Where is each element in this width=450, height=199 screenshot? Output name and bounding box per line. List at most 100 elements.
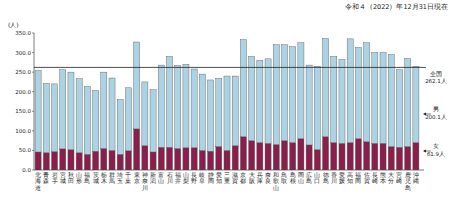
x-tick-label: 鳥取 — [280, 172, 287, 184]
x-tick-label: 熊本 — [380, 172, 386, 184]
x-tick-label: 宮崎 — [396, 171, 402, 184]
y-tick-label: 0.0 — [22, 167, 31, 173]
x-tick-label: 福井 — [175, 172, 181, 184]
bar-segment — [84, 154, 90, 170]
bar-segment — [290, 143, 296, 170]
bar-segment — [117, 154, 123, 170]
x-tick-label: 長崎 — [372, 172, 378, 184]
bar-segment — [216, 78, 222, 146]
bar-segment — [405, 58, 411, 146]
series-label: 女 — [433, 143, 439, 149]
bar-segment — [339, 143, 345, 170]
x-tick-label: 山口 — [314, 172, 320, 184]
x-tick-label: 福島 — [84, 172, 90, 184]
bar-segment — [372, 143, 378, 170]
bar-segment — [224, 76, 230, 150]
bar-segment — [125, 151, 131, 170]
bar-segment — [76, 153, 82, 170]
bar-segment — [175, 65, 181, 148]
x-tick-label: 福岡 — [355, 172, 361, 184]
x-tick-label: 石川 — [167, 172, 173, 184]
bar-segment — [306, 65, 312, 145]
bar-segment — [413, 143, 419, 170]
bar-segment — [101, 148, 107, 170]
x-tick-label: 大分 — [388, 172, 394, 184]
bar-segment — [117, 100, 123, 155]
bar-segment — [364, 43, 370, 142]
bar-segment — [405, 147, 411, 170]
x-tick-label: 香川 — [331, 172, 337, 184]
bar-segment — [109, 150, 115, 170]
series-mean: 200.1人 — [425, 114, 447, 120]
x-tick-label: 高知 — [347, 171, 353, 184]
y-tick-label: 300.0 — [15, 50, 31, 56]
y-tick-label: 100.0 — [15, 128, 31, 134]
bar-segment — [51, 84, 57, 152]
bar-segment — [265, 59, 271, 144]
bar-segment — [142, 146, 148, 170]
bar-segment — [51, 152, 57, 170]
bar-segment — [396, 70, 402, 148]
x-tick-label: 沖縄 — [412, 172, 419, 184]
bar-segment — [388, 147, 394, 170]
bar-segment — [216, 147, 222, 170]
chart: 令和４（2022）年12月31日現在(人)0.050.0100.0150.020… — [0, 0, 450, 199]
x-tick-label: 東京 — [134, 172, 140, 184]
y-tick-label: 200.0 — [15, 89, 31, 95]
x-tick-label: 富山 — [158, 171, 164, 184]
y-axis — [34, 33, 35, 170]
x-tick-label: 佐賀 — [364, 172, 370, 185]
bar-segment — [240, 40, 246, 137]
x-tick-label: 滋賀 — [232, 172, 238, 185]
bar-segment — [68, 72, 74, 150]
bar-segment — [60, 149, 66, 170]
bar-segment — [265, 143, 271, 170]
bar-segment — [281, 45, 287, 141]
bar-segment — [158, 65, 164, 147]
x-tick-label: 京都 — [240, 171, 246, 184]
bar-segment — [183, 64, 189, 147]
bar-segment — [355, 139, 361, 170]
x-tick-label: 岡山 — [298, 172, 304, 184]
bar-segment — [35, 71, 41, 152]
x-tick-label: 宮城 — [59, 171, 66, 184]
y-tick-label: 250.0 — [15, 69, 31, 75]
bar-segment — [372, 53, 378, 144]
y-tick-label: 350.0 — [15, 30, 31, 36]
bar-segment — [240, 137, 246, 170]
bar-segment — [134, 42, 140, 129]
bar-segment — [150, 90, 156, 152]
bar-segment — [208, 151, 214, 170]
bar-segment — [306, 145, 312, 170]
bar-segment — [298, 43, 304, 139]
bar-segment — [101, 72, 107, 148]
bar-segment — [364, 142, 370, 170]
arrow-head — [423, 149, 426, 152]
bar-segment — [257, 143, 263, 170]
bar-segment — [273, 45, 279, 145]
bar-segment — [323, 38, 329, 136]
x-tick-label: 和歌山 — [273, 172, 279, 191]
reference-label: 全国 — [430, 71, 442, 77]
bar-segment — [290, 47, 296, 143]
reference-line — [34, 67, 426, 68]
bar-segment — [273, 145, 279, 170]
bar-segment — [93, 91, 99, 152]
x-tick-label: 北海道 — [35, 172, 41, 191]
x-tick-label: 青森 — [43, 172, 49, 184]
x-tick-label: 徳島 — [323, 172, 329, 184]
x-tick-label: 秋田 — [68, 172, 74, 184]
bar-segment — [60, 70, 66, 149]
bar-segment — [158, 147, 164, 170]
bar-segment — [224, 150, 230, 170]
series-mean: 61.9人 — [427, 151, 445, 157]
x-axis — [34, 170, 424, 171]
bar-segment — [125, 88, 131, 151]
bar-segment — [134, 129, 140, 170]
x-tick-label: 千葉 — [125, 171, 131, 184]
bar-segment — [208, 80, 214, 151]
bar-segment — [339, 60, 345, 144]
bar-segment — [35, 152, 41, 170]
bar-segment — [43, 83, 49, 152]
x-tick-label: 大阪 — [249, 172, 255, 184]
